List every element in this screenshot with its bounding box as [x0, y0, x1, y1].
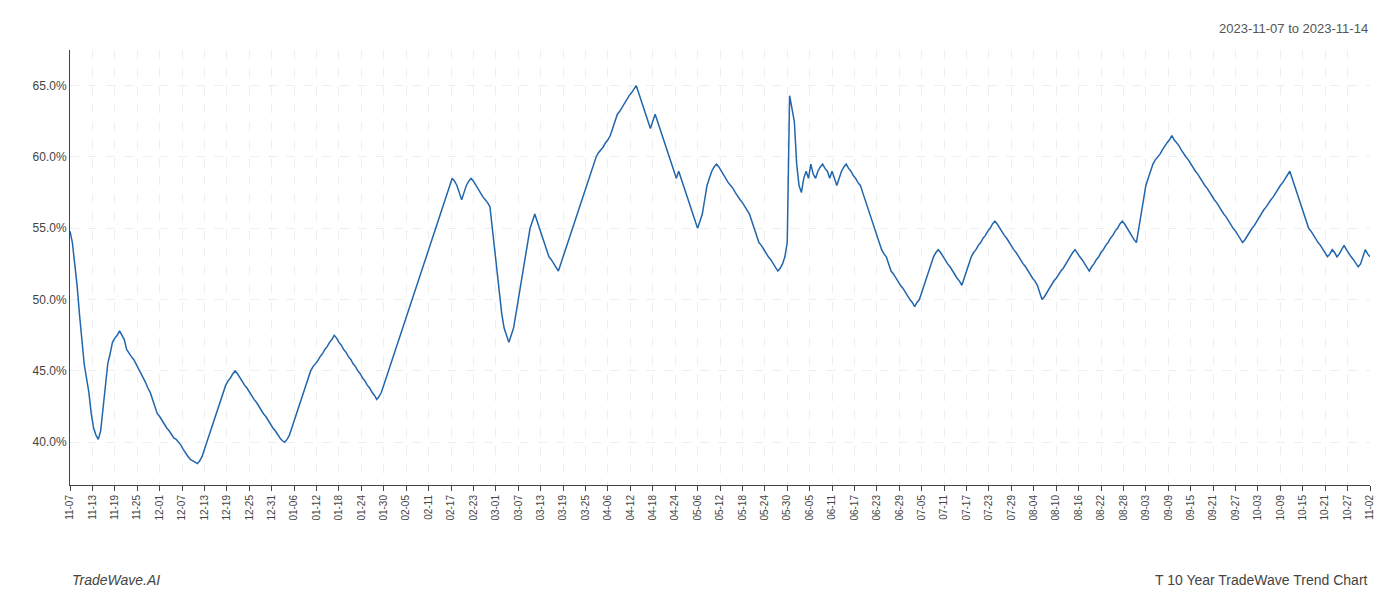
svg-text:05-18: 05-18: [737, 495, 748, 521]
svg-text:11-02: 11-02: [1364, 495, 1375, 520]
svg-text:02-11: 02-11: [423, 495, 434, 520]
svg-text:07-05: 07-05: [916, 495, 927, 521]
svg-text:04-12: 04-12: [625, 495, 636, 521]
svg-text:11-07: 11-07: [64, 495, 75, 520]
svg-text:01-12: 01-12: [311, 495, 322, 521]
svg-text:07-17: 07-17: [961, 495, 972, 521]
svg-text:07-29: 07-29: [1006, 495, 1017, 521]
svg-text:01-24: 01-24: [356, 495, 367, 521]
svg-text:02-23: 02-23: [468, 495, 479, 521]
svg-text:10-15: 10-15: [1297, 495, 1308, 521]
svg-text:09-21: 09-21: [1207, 495, 1218, 521]
svg-text:08-04: 08-04: [1028, 495, 1039, 521]
svg-text:11-19: 11-19: [109, 495, 120, 520]
svg-text:06-17: 06-17: [849, 495, 860, 521]
svg-text:45.0%: 45.0%: [33, 364, 67, 378]
svg-text:09-03: 09-03: [1140, 495, 1151, 521]
svg-text:06-11: 06-11: [826, 495, 837, 520]
svg-text:06-05: 06-05: [804, 495, 815, 521]
svg-text:65.0%: 65.0%: [33, 79, 67, 93]
svg-text:12-19: 12-19: [221, 495, 232, 521]
svg-text:10-21: 10-21: [1319, 495, 1330, 521]
svg-text:12-13: 12-13: [199, 495, 210, 521]
svg-text:09-27: 09-27: [1230, 495, 1241, 521]
svg-text:10-27: 10-27: [1342, 495, 1353, 521]
svg-text:05-12: 05-12: [714, 495, 725, 521]
svg-text:06-23: 06-23: [871, 495, 882, 521]
svg-text:T 10 Year TradeWave Trend Char: T 10 Year TradeWave Trend Chart: [1155, 572, 1368, 588]
svg-text:04-24: 04-24: [669, 495, 680, 521]
svg-text:10-09: 10-09: [1275, 495, 1286, 521]
svg-text:08-10: 08-10: [1050, 495, 1061, 521]
svg-text:02-17: 02-17: [445, 495, 456, 521]
svg-text:60.0%: 60.0%: [33, 150, 67, 164]
svg-text:12-25: 12-25: [244, 495, 255, 521]
svg-text:02-05: 02-05: [400, 495, 411, 521]
svg-text:12-31: 12-31: [266, 495, 277, 521]
svg-text:05-06: 05-06: [692, 495, 703, 521]
svg-text:01-18: 01-18: [333, 495, 344, 521]
svg-text:05-30: 05-30: [781, 495, 792, 521]
svg-text:08-28: 08-28: [1118, 495, 1129, 521]
svg-text:01-30: 01-30: [378, 495, 389, 521]
svg-text:01-06: 01-06: [288, 495, 299, 521]
svg-text:TradeWave.AI: TradeWave.AI: [72, 572, 160, 588]
svg-text:11-13: 11-13: [87, 495, 98, 520]
svg-text:08-22: 08-22: [1095, 495, 1106, 521]
svg-text:06-29: 06-29: [894, 495, 905, 521]
svg-text:40.0%: 40.0%: [33, 435, 67, 449]
svg-text:08-16: 08-16: [1073, 495, 1084, 521]
svg-text:12-01: 12-01: [154, 495, 165, 521]
svg-text:03-01: 03-01: [490, 495, 501, 521]
svg-text:10-03: 10-03: [1252, 495, 1263, 521]
svg-text:11-25: 11-25: [131, 495, 142, 520]
svg-text:55.0%: 55.0%: [33, 221, 67, 235]
svg-text:04-18: 04-18: [647, 495, 658, 521]
svg-text:50.0%: 50.0%: [33, 293, 67, 307]
svg-text:04-06: 04-06: [602, 495, 613, 521]
svg-text:07-23: 07-23: [983, 495, 994, 521]
svg-text:05-24: 05-24: [759, 495, 770, 521]
svg-text:12-07: 12-07: [176, 495, 187, 521]
svg-text:03-25: 03-25: [580, 495, 591, 521]
svg-text:03-07: 03-07: [513, 495, 524, 521]
svg-text:09-15: 09-15: [1185, 495, 1196, 521]
svg-text:09-09: 09-09: [1163, 495, 1174, 521]
svg-text:03-13: 03-13: [535, 495, 546, 521]
svg-text:03-19: 03-19: [557, 495, 568, 521]
svg-text:07-11: 07-11: [938, 495, 949, 520]
svg-text:2023-11-07 to 2023-11-14: 2023-11-07 to 2023-11-14: [1219, 21, 1368, 36]
